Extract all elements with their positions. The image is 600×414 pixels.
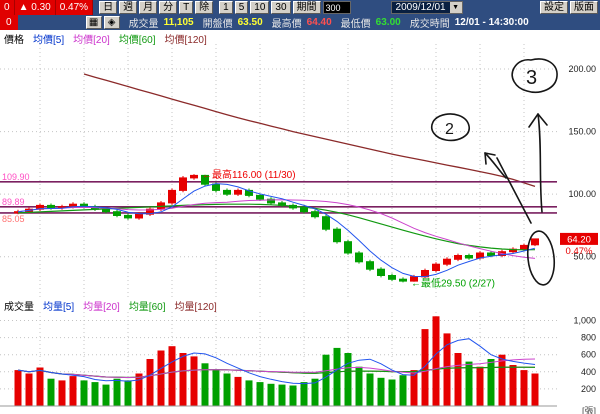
price-legend: 價格 均價[5] 均價[20] 均價[60] 均價[120]	[4, 31, 207, 46]
crosshair-icon[interactable]: ◈	[103, 16, 120, 29]
high-label: 最高價	[271, 19, 302, 30]
svg-text:109.90: 109.90	[2, 172, 30, 182]
period-button-ex-dividend[interactable]: 除	[195, 1, 214, 14]
interval-button-1[interactable]: 1	[219, 1, 233, 14]
period-button-month[interactable]: 月	[139, 1, 158, 14]
period-button-minute[interactable]: 分	[159, 1, 178, 14]
svg-text:64.20: 64.20	[567, 234, 591, 245]
price-volume-chart[interactable]: 200.00 150.00 100.00 50.00 1,000 800 600 400 200…	[0, 30, 600, 414]
legend-ma5-label: 均價[5]	[33, 35, 65, 46]
quote-change-flag: 0	[0, 15, 18, 30]
svg-text:50.00: 50.00	[573, 252, 596, 262]
svg-text:←最高116.00 (11/30): ←最高116.00 (11/30)	[202, 168, 296, 181]
interval-button-30[interactable]: 30	[271, 1, 291, 14]
legend-vma120-label: 均量[120]	[174, 302, 217, 313]
high-value: 64.40	[306, 17, 332, 28]
legend-vma60-label: 均量[60]	[128, 302, 166, 313]
date-value: 2009/12/01	[395, 2, 446, 13]
change-percent: 0.47%	[56, 0, 94, 15]
legend-vma20-label: 均量[20]	[83, 302, 120, 313]
svg-text:1,000: 1,000	[573, 316, 596, 326]
chart-grid-icon[interactable]: ▦	[85, 16, 102, 29]
open-label: 開盤價	[202, 19, 233, 30]
trade-time-value: 12/01 - 14:30:00	[454, 17, 529, 28]
change-indicator: 0 ▲ 0.30 0.47%	[0, 0, 94, 15]
legend-price-label: 價格	[4, 35, 24, 46]
legend-ma20-label: 均價[20]	[73, 35, 110, 46]
legend-ma120-label: 均價[120]	[164, 35, 207, 46]
svg-text:85.05: 85.05	[2, 214, 25, 224]
volume-legend: 成交量 均量[5] 均量[20] 均量[60] 均量[120]	[4, 298, 217, 313]
svg-text:200.00: 200.00	[568, 64, 596, 74]
period-button-week[interactable]: 週	[119, 1, 138, 14]
trade-time-label: 成交時間	[409, 19, 450, 30]
svg-text:0.47%: 0.47%	[566, 246, 593, 257]
svg-text:600: 600	[581, 350, 596, 360]
quote-toolbar: 0 ▦ ◈ 成交量 11,105 開盤價 63.50 最高價 64.40 最低價…	[0, 15, 600, 30]
change-flag: 0	[0, 0, 15, 15]
chart-area: 價格 均價[5] 均價[20] 均價[60] 均價[120] 成交量 均量[5]…	[0, 30, 600, 414]
low-value: 63.00	[375, 17, 401, 28]
period-button-tick[interactable]: T	[179, 1, 194, 14]
settings-button[interactable]: 設定	[540, 1, 568, 14]
svg-text:200: 200	[581, 384, 596, 394]
period-button-day[interactable]: 日	[99, 1, 118, 14]
change-amount: ▲ 0.30	[15, 0, 56, 15]
svg-text:150.00: 150.00	[568, 127, 596, 137]
svg-text:100.00: 100.00	[568, 189, 596, 199]
svg-text:←最低29.50 (2/27): ←最低29.50 (2/27)	[411, 276, 495, 289]
date-selector[interactable]: 2009/12/01 ▼	[390, 1, 463, 14]
open-value: 63.50	[237, 17, 263, 28]
range-input[interactable]	[322, 1, 351, 14]
legend-volume-label: 成交量	[4, 302, 34, 313]
svg-text:89.89: 89.89	[2, 197, 25, 207]
top-toolbar: 0 ▲ 0.30 0.47% 日 週 月 分 T 除 1 5 10 30 期間 …	[0, 0, 600, 15]
volume-value: 11,105	[163, 17, 194, 28]
range-label-button[interactable]: 期間	[292, 1, 321, 14]
layout-button[interactable]: 版面	[570, 1, 598, 14]
chevron-down-icon[interactable]: ▼	[449, 2, 462, 13]
interval-button-10[interactable]: 10	[250, 1, 270, 14]
svg-text:400: 400	[581, 367, 596, 377]
legend-ma60-label: 均價[60]	[118, 35, 156, 46]
interval-button-5[interactable]: 5	[234, 1, 249, 14]
svg-text:800: 800	[581, 333, 596, 343]
legend-vma5-label: 均量[5]	[43, 302, 75, 313]
svg-text:[張]: [張]	[582, 406, 596, 414]
volume-label: 成交量	[128, 19, 159, 30]
low-label: 最低價	[340, 19, 371, 30]
